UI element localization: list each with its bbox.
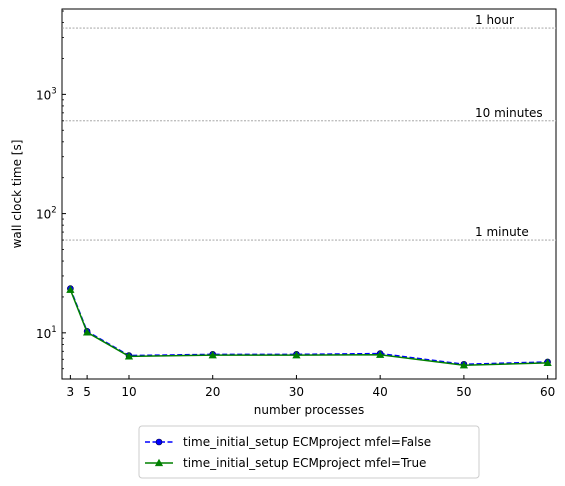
x-axis-label: number processes bbox=[254, 403, 364, 417]
data-point bbox=[83, 328, 92, 336]
data-point bbox=[292, 350, 301, 359]
x-tick-label: 60 bbox=[540, 385, 555, 399]
y-tick-label: 102 bbox=[36, 206, 57, 222]
reference-lines: 1 minute 10 minutes 1 hour bbox=[62, 13, 556, 241]
x-tick-label: 3 bbox=[67, 385, 75, 399]
data-point bbox=[376, 350, 385, 358]
x-tick-label: 40 bbox=[373, 385, 388, 399]
reference-line-label: 1 minute bbox=[475, 225, 529, 239]
legend-marker bbox=[154, 458, 164, 467]
reference-line-label: 1 hour bbox=[475, 13, 514, 27]
y-tick-label: 103 bbox=[36, 86, 57, 102]
x-tick-label: 5 bbox=[83, 385, 91, 399]
y-tick-label: 101 bbox=[36, 325, 57, 341]
series-layer bbox=[66, 285, 552, 369]
legend-entry: time_initial_setup ECMproject mfel=True bbox=[183, 456, 426, 470]
x-tick-label: 50 bbox=[456, 385, 471, 399]
legend-marker bbox=[155, 438, 163, 446]
data-point bbox=[66, 285, 75, 293]
series-2 bbox=[66, 285, 552, 369]
data-point bbox=[124, 352, 134, 360]
plot-frame bbox=[61, 8, 557, 380]
x-axis: 3 5 10 20 30 40 50 60 bbox=[67, 375, 555, 399]
data-point bbox=[459, 361, 469, 369]
y-axis-label: wall clock time [s] bbox=[10, 140, 24, 249]
data-point bbox=[543, 358, 552, 367]
data-point bbox=[208, 350, 217, 359]
reference-line-label: 10 minutes bbox=[475, 106, 543, 120]
x-tick-label: 20 bbox=[205, 385, 220, 399]
x-tick-label: 10 bbox=[121, 385, 136, 399]
x-tick-label: 30 bbox=[289, 385, 304, 399]
legend: time_initial_setup ECMproject mfel=False… bbox=[138, 425, 480, 479]
series-line bbox=[69, 288, 548, 366]
legend-box bbox=[138, 425, 480, 479]
y-axis: 101 102 103 bbox=[36, 10, 66, 370]
series-line bbox=[69, 289, 548, 366]
legend-entry: time_initial_setup ECMproject mfel=False bbox=[183, 435, 431, 449]
